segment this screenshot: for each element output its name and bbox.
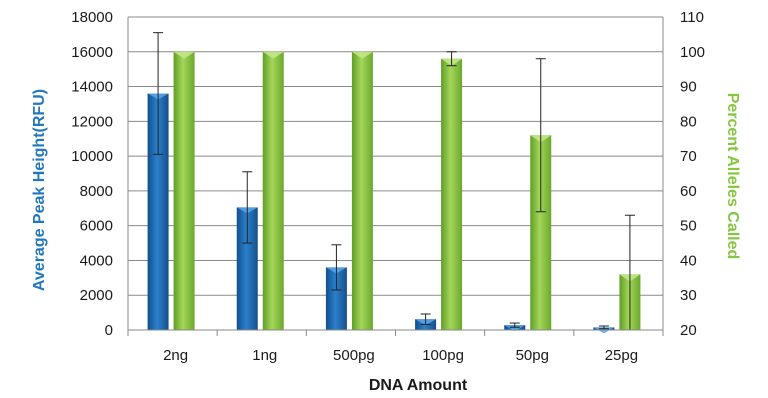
y-tick-label-left: 2000	[80, 287, 113, 304]
y-tick-label-right: 100	[680, 44, 705, 61]
gridlines	[128, 16, 663, 296]
x-tick-label: 1ng	[252, 347, 277, 364]
alleles-called-bar	[173, 51, 195, 331]
bars	[147, 51, 641, 334]
y-tick-label-right: 70	[680, 148, 697, 165]
y-axis-title-left: Average Peak Height(RFU)	[31, 89, 48, 291]
y-tick-label-left: 0	[105, 322, 113, 339]
x-tick-label: 50pg	[516, 347, 549, 364]
y-tick-label-right: 50	[680, 218, 697, 235]
peak-height-bar	[147, 93, 169, 330]
x-tick-label: 500pg	[333, 347, 375, 364]
y-tick-label-left: 4000	[80, 252, 113, 269]
y-tick-label-right: 30	[680, 287, 697, 304]
y-tick-label-right: 110	[680, 9, 704, 26]
x-axis-title: DNA Amount	[369, 377, 468, 394]
y-tick-label-right: 60	[680, 183, 697, 200]
y-tick-label-left: 12000	[71, 113, 113, 130]
y-tick-label-right: 20	[680, 322, 697, 339]
y-axis-title-right: Percent Alleles Called	[724, 93, 741, 260]
alleles-called-bar-cap	[173, 51, 195, 59]
x-tick-label: 25pg	[605, 347, 638, 364]
y-tick-label-left: 8000	[80, 183, 113, 200]
y-tick-label-left: 16000	[71, 44, 113, 61]
x-tick-label: 2ng	[163, 347, 188, 364]
tick-labels: 0 2000 4000 6000 8000 10000 12000 14000 16000 180…	[71, 9, 705, 364]
alleles-called-bar-cap	[351, 51, 373, 59]
y-tick-label-left: 6000	[80, 218, 113, 235]
error-bars	[153, 32, 635, 331]
alleles-called-bar	[351, 51, 373, 331]
alleles-called-bar-cap	[262, 51, 284, 59]
y-tick-label-left: 14000	[71, 79, 113, 96]
axes	[127, 17, 664, 336]
y-tick-label-left: 18000	[71, 9, 113, 26]
alleles-called-bar	[530, 135, 552, 330]
alleles-called-bar	[441, 58, 463, 330]
peak-height-bar	[325, 267, 347, 330]
y-tick-label-right: 80	[680, 113, 697, 130]
y-tick-label-left: 10000	[71, 148, 113, 165]
peak-height-bar	[236, 207, 258, 330]
peak-height-bar-cap	[504, 325, 526, 332]
y-tick-label-right: 90	[680, 79, 697, 96]
x-tick-label: 100pg	[422, 347, 464, 364]
y-tick-label-right: 40	[680, 252, 697, 269]
alleles-called-bar	[262, 51, 284, 331]
